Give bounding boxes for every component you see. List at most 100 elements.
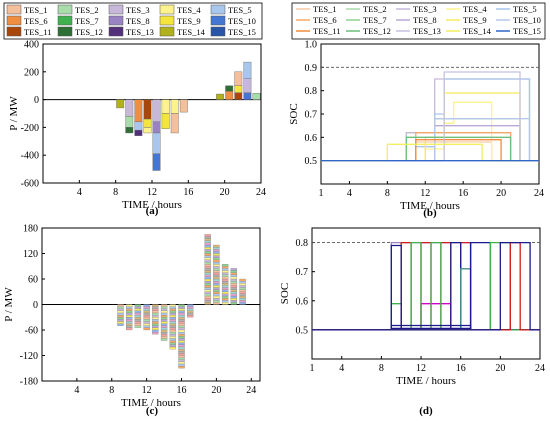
bar-stripe: [169, 321, 176, 324]
legend-label: TES_5: [228, 5, 252, 15]
chart-c: -180 -120 -60 0 60 120 180 4 8 12 16 20 24 TIME / hou…: [3, 224, 261, 417]
bar-stripe: [187, 304, 194, 307]
legend-swatch: [159, 4, 175, 15]
bar-stripe: [213, 247, 220, 250]
x-tick-label: 24: [535, 363, 545, 374]
bar-stripe: [204, 266, 211, 269]
bar-stripe: [143, 321, 150, 324]
legend-label: TES_10: [513, 15, 541, 25]
bar-stripe: [213, 278, 220, 282]
bar-stripe: [169, 336, 176, 339]
bar-stripe: [230, 285, 238, 288]
bar-stripe: [221, 285, 229, 288]
x-tick-label: 20: [220, 187, 230, 198]
bar-stripe: [204, 298, 211, 301]
bar-stripe: [213, 259, 220, 263]
series-line: [312, 241, 540, 331]
legend-swatch: [57, 4, 73, 15]
chart-b: 0.5 0.6 0.7 0.8 0.9 1.0 1 4 8 12 16 20 24 TIME / hour…: [288, 2, 546, 219]
bar-stripe: [134, 325, 142, 328]
bar-stripe: [160, 332, 168, 335]
bar-stripe: [213, 270, 220, 273]
bar-stripe: [134, 319, 142, 322]
bar-stripe: [204, 257, 211, 260]
bar-stripe: [221, 274, 229, 277]
x-tick-label: 12: [420, 188, 430, 199]
bar-stripe: [204, 272, 211, 275]
bar-stripe: [221, 298, 229, 301]
bar-stripe: [221, 264, 229, 267]
bar-segment: [234, 92, 243, 100]
bar-stripe: [230, 274, 238, 277]
bar-stripe: [204, 261, 211, 265]
bar-stripe: [178, 340, 185, 343]
legend-a: TES_1 TES_2 TES_3 TES_4 TES_5 TES_6 TES_7 TES_8…: [3, 2, 263, 40]
bar-stripe: [178, 306, 185, 309]
bar-stripe: [152, 325, 159, 328]
bar-stripe: [230, 270, 238, 273]
bar-stripe: [152, 332, 159, 335]
bar: [160, 304, 168, 341]
bar-stripe: [239, 300, 246, 303]
series-line: [321, 101, 539, 162]
y-tick-label: 400: [24, 40, 39, 51]
bar-stripe: [160, 334, 168, 337]
y-tick-label: 200: [24, 67, 39, 78]
x-tick-label: 24: [246, 385, 256, 396]
bar-stripe: [126, 310, 133, 314]
y-tick-label: 0.8: [296, 238, 309, 249]
bar-stripe: [160, 336, 168, 339]
bar-stripe: [221, 293, 229, 297]
bar-stripe: [169, 340, 176, 343]
legend-swatch: [57, 26, 73, 37]
bar: [239, 278, 246, 305]
bar-stripe: [204, 249, 211, 252]
bar-stripe: [221, 268, 229, 271]
legend-swatch: [159, 15, 175, 26]
bar-segment: [116, 99, 125, 109]
bar-stripe: [213, 281, 220, 284]
bar-segment: [143, 127, 152, 134]
bar-segment: [170, 99, 179, 114]
bar-stripe: [204, 253, 211, 256]
x-tick-label: 20: [495, 363, 505, 374]
bar-stripe: [143, 310, 150, 314]
bar-stripe: [213, 291, 220, 294]
bar-stripe: [126, 315, 133, 318]
bar-stripe: [213, 264, 220, 267]
bar-stripe: [230, 291, 238, 294]
bar-stripe: [204, 247, 211, 250]
legend-label: TES_14: [177, 27, 206, 37]
bar-stripe: [204, 264, 211, 267]
series-line: [312, 241, 540, 331]
bar-stripe: [239, 278, 246, 282]
bar-segment: [152, 132, 161, 155]
bar-segment: [134, 99, 143, 123]
bar-stripe: [213, 266, 220, 269]
legend-label: TES_6: [24, 16, 48, 26]
bar-stripe: [152, 323, 159, 326]
bar-stripe: [160, 325, 168, 328]
bar-stripe: [204, 270, 211, 273]
bar-stripe: [152, 315, 159, 318]
x-tick-label: 12: [416, 363, 426, 374]
bar-segment: [243, 61, 252, 79]
y-tick-label: -60: [25, 326, 38, 337]
bar-stripe: [126, 306, 133, 309]
legend-label: TES_3: [413, 4, 437, 14]
legend-label: TES_8: [413, 15, 437, 25]
bar-segment: [152, 99, 161, 123]
x-tick-label: 8: [113, 187, 118, 198]
x-tick-label: 8: [109, 385, 114, 396]
bar-stripe: [204, 300, 211, 303]
bar-stripe: [213, 257, 220, 260]
x-tick-label: 16: [177, 385, 187, 396]
bar-stripe: [169, 315, 176, 318]
bar-stripe: [178, 308, 185, 311]
bar-stripe: [230, 272, 238, 275]
bar-stripe: [204, 251, 211, 254]
bar-stripe: [221, 270, 229, 273]
bar-segment: [243, 92, 252, 100]
series-line: [312, 241, 540, 331]
y-tick-label: 0.8: [305, 86, 318, 97]
